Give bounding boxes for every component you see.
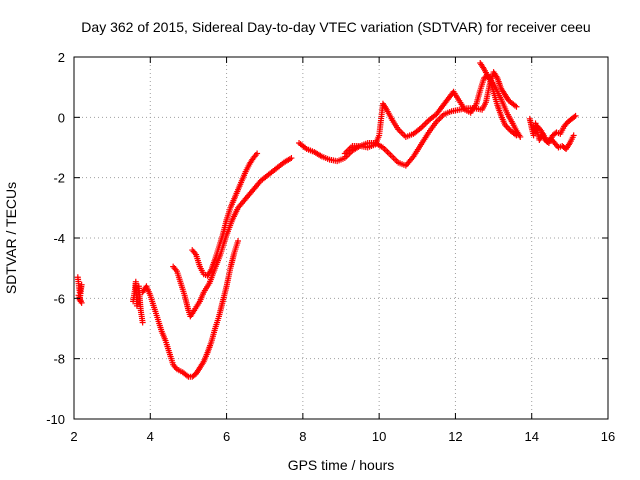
x-axis-tick-labels: 2 4 6 8 10 12 14 16 [70,429,615,444]
y-tick-label: -10 [46,412,65,427]
axis-ticks [73,56,609,420]
x-tick-label: 16 [601,429,615,444]
series-arc-3 [139,238,242,380]
data-point [513,103,520,110]
y-axis-tick-labels: -10 -8 -6 -4 -2 0 2 [46,50,65,427]
data-point [288,155,295,162]
data-point [235,238,242,245]
y-tick-label: 2 [58,50,65,65]
grid-lines [74,57,608,419]
y-axis-title: SDTVAR / TECUs [3,182,19,294]
x-tick-label: 10 [372,429,386,444]
data-points [74,60,579,380]
x-axis-title: GPS time / hours [288,457,395,473]
x-tick-label: 14 [524,429,538,444]
y-tick-label: -2 [53,171,65,186]
data-point [513,132,520,139]
series-arc-10 [530,112,579,146]
data-point [254,150,261,157]
series-arc-7 [341,72,524,157]
y-tick-label: 0 [58,110,65,125]
data-point [139,319,146,326]
data-point [75,292,82,299]
series-arc-6 [296,69,520,169]
data-point [570,132,577,139]
data-point [572,112,579,119]
series-arc-1 [74,274,85,306]
series-arc-5 [189,150,261,279]
y-tick-label: -4 [53,231,65,246]
x-tick-label: 8 [299,429,306,444]
x-tick-label: 2 [70,429,77,444]
series-arc-8 [477,60,520,139]
y-tick-label: -8 [53,352,65,367]
y-tick-label: -6 [53,291,65,306]
data-point [517,133,524,140]
series-arc-2 [130,278,146,326]
series-arc-4 [170,155,295,320]
x-tick-label: 4 [147,429,154,444]
x-tick-label: 6 [223,429,230,444]
chart-title: Day 362 of 2015, Sidereal Day-to-day VTE… [81,19,590,35]
x-tick-label: 12 [448,429,462,444]
data-point [571,113,578,120]
